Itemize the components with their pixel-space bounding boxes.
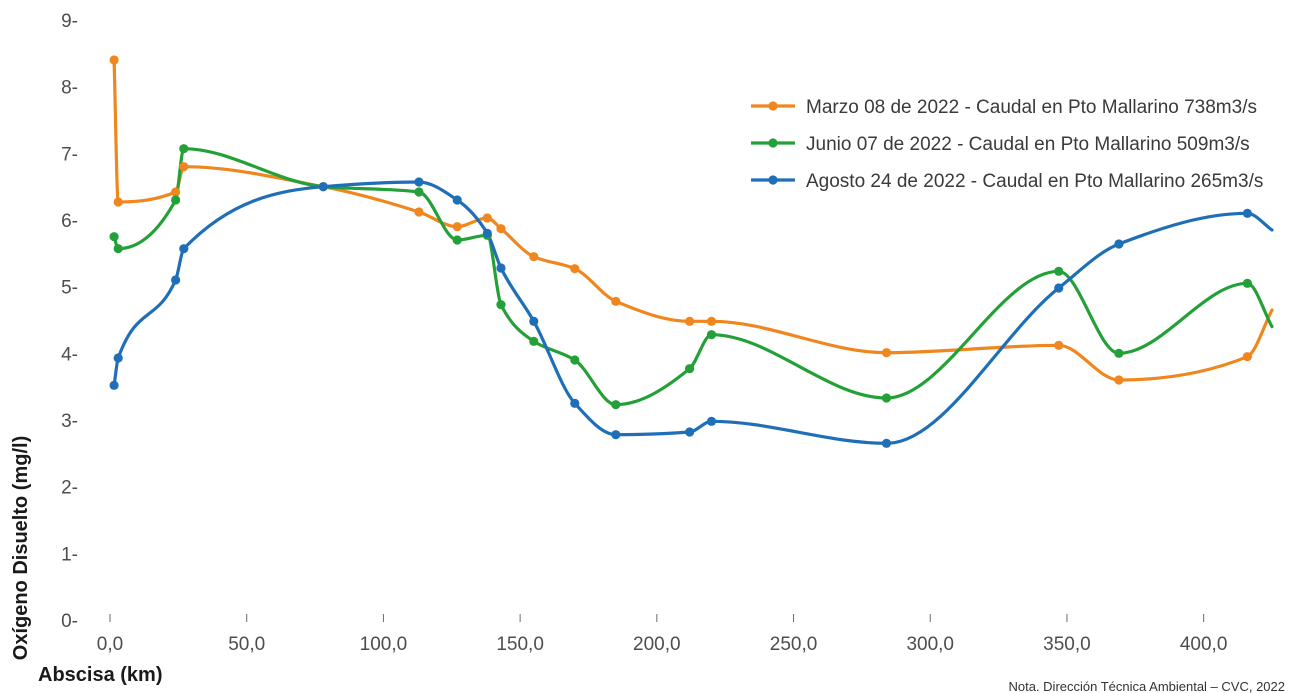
data-point <box>611 430 621 440</box>
data-point <box>706 416 717 426</box>
x-tick-label: 300,0 <box>906 634 954 655</box>
y-tick-label: 2- <box>61 478 78 499</box>
data-point <box>109 232 119 242</box>
x-tick-label: 200,0 <box>633 634 681 655</box>
data-point <box>1054 340 1064 350</box>
data-point <box>179 144 189 154</box>
x-axis-label: Abscisa (km) <box>38 664 163 686</box>
data-point <box>529 316 539 326</box>
data-point <box>611 400 621 410</box>
data-point <box>685 364 695 374</box>
legend-marker <box>768 101 778 111</box>
data-point <box>1242 208 1252 218</box>
data-point <box>570 398 580 408</box>
y-tick-label: 3- <box>61 411 78 432</box>
data-point <box>113 244 123 254</box>
series-points <box>109 55 1252 448</box>
x-tick-label: 350,0 <box>1043 634 1091 655</box>
data-point <box>496 263 506 273</box>
data-point <box>482 228 492 238</box>
data-point <box>482 213 492 223</box>
data-point <box>1242 352 1252 362</box>
y-axis-label: Oxígeno Disuelto (mg/l) <box>10 436 32 660</box>
data-point <box>113 197 123 207</box>
data-point <box>171 275 181 285</box>
source-note: Nota. Dirección Técnica Ambiental – CVC,… <box>1008 679 1285 693</box>
data-point <box>452 222 462 232</box>
y-tick-label: 8- <box>61 78 78 99</box>
data-point <box>685 316 695 326</box>
series-line-3 <box>112 180 1274 445</box>
x-tick-label: 50,0 <box>228 634 265 655</box>
series-line-2 <box>112 147 1274 407</box>
y-tick-label: 7- <box>61 144 78 165</box>
y-tick-label: 9- <box>61 11 78 32</box>
legend-label: Agosto 24 de 2022 - Caudal en Pto Mallar… <box>806 171 1263 192</box>
y-tick-label: 4- <box>61 344 78 365</box>
data-point <box>881 348 892 358</box>
legend-label: Junio 07 de 2022 - Caudal en Pto Mallari… <box>806 134 1250 155</box>
data-point <box>685 427 695 437</box>
data-point <box>496 300 506 310</box>
data-point <box>1114 239 1124 249</box>
x-tick-label: 100,0 <box>360 634 408 655</box>
data-point <box>414 207 424 217</box>
data-point <box>529 252 539 262</box>
legend: Marzo 08 de 2022 - Caudal en Pto Mallari… <box>751 97 1263 192</box>
data-point <box>1054 283 1064 293</box>
data-point <box>414 177 424 187</box>
data-point <box>706 330 717 340</box>
data-point <box>1114 375 1124 385</box>
y-tick-label: 6- <box>61 211 78 232</box>
y-tick-label: 1- <box>61 544 78 565</box>
data-point <box>1114 348 1124 358</box>
data-point <box>318 182 328 192</box>
data-point <box>171 187 181 197</box>
data-point <box>1054 266 1064 276</box>
data-point <box>452 235 462 245</box>
data-point <box>881 393 892 403</box>
y-axis-ticks: 0- 1- 2- 3- 4- 5- 6- 7- 8- 9- <box>61 11 78 632</box>
x-tick-label: 150,0 <box>496 634 544 655</box>
legend-label: Marzo 08 de 2022 - Caudal en Pto Mallari… <box>806 97 1257 118</box>
legend-marker <box>768 138 778 148</box>
data-point <box>529 336 539 346</box>
data-point <box>179 244 189 254</box>
data-point <box>171 195 181 205</box>
x-tick-label: 400,0 <box>1180 634 1228 655</box>
data-point <box>109 55 119 65</box>
x-axis-ticks: 0,0 50,0 100,0 150,0 200,0 250,0 300,0 350,0 400… <box>97 614 1228 655</box>
y-tick-label: 0- <box>61 611 78 632</box>
data-point <box>611 296 621 306</box>
data-point <box>109 380 119 390</box>
data-point <box>570 264 580 274</box>
data-point <box>452 195 462 205</box>
data-point <box>113 353 123 363</box>
x-tick-label: 250,0 <box>770 634 818 655</box>
data-point <box>1242 278 1252 288</box>
x-tick-label: 0,0 <box>97 634 123 655</box>
data-point <box>570 355 580 365</box>
data-point <box>706 316 717 326</box>
data-point <box>496 224 506 234</box>
data-point <box>414 187 424 197</box>
y-tick-label: 5- <box>61 278 78 299</box>
legend-marker <box>768 175 778 185</box>
data-point <box>179 162 189 172</box>
data-point <box>881 438 892 448</box>
